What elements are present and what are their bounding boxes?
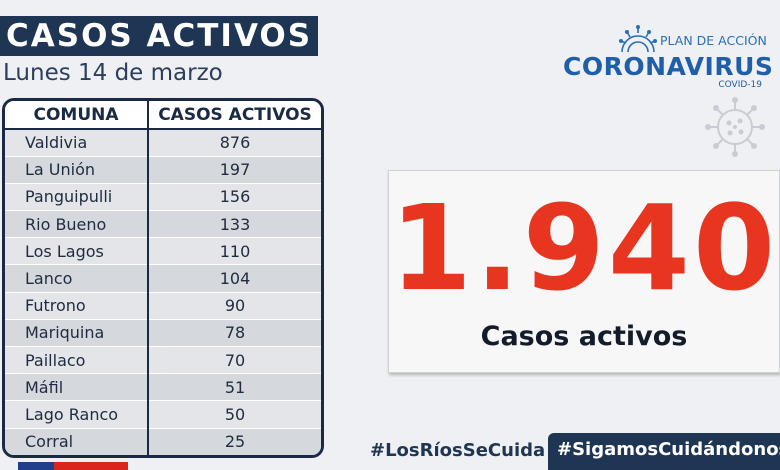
casos-cell: 90 (148, 292, 321, 320)
table-row: Lanco 104 (5, 264, 321, 293)
comuna-cell: Máfil (5, 373, 149, 402)
casos-cell: 104 (148, 264, 321, 293)
casos-cell: 197 (148, 156, 321, 184)
comuna-cell: Paillaco (5, 346, 149, 375)
cases-table: COMUNA CASOS ACTIVOS Valdivia 876 La Unió… (2, 98, 324, 458)
table-row: Máfil 51 (5, 373, 321, 402)
table-row: Lago Ranco 50 (5, 400, 321, 429)
page-title: CASOS ACTIVOS (0, 16, 318, 56)
logo-name-text: CORONAVIRUS (563, 52, 774, 81)
table-row: La Unión 197 (5, 156, 321, 184)
comuna-cell: Corral (5, 428, 149, 455)
table-row: Paillaco 70 (5, 346, 321, 375)
casos-cell: 25 (148, 428, 321, 455)
virus-icon (705, 97, 765, 157)
table-row: Valdivia 876 (5, 129, 321, 157)
comuna-cell: Valdivia (5, 129, 149, 157)
hashtag-secondary: #SigamosCuidándonos (548, 433, 780, 470)
casos-cell: 156 (148, 183, 321, 212)
comuna-cell: Mariquina (5, 319, 149, 348)
column-header-casos: CASOS ACTIVOS (148, 101, 321, 130)
casos-cell: 70 (148, 346, 321, 375)
table-row: Futrono 90 (5, 292, 321, 320)
logo-sub-text: COVID-19 (718, 80, 762, 90)
comuna-cell: Lago Ranco (5, 400, 149, 429)
report-date: Lunes 14 de marzo (3, 60, 223, 86)
flag-blue (18, 462, 54, 470)
hashtag-primary: #LosRíosSeCuida (370, 440, 546, 461)
casos-cell: 133 (148, 210, 321, 239)
comuna-cell: Rio Bueno (5, 210, 149, 239)
table-row: Panguipulli 156 (5, 183, 321, 212)
coronavirus-logo: PLAN DE ACCIÓN CORONAVIRUS COVID-19 (560, 24, 774, 94)
total-active-cases: 1.940 (389, 179, 779, 317)
comuna-cell: Lanco (5, 264, 149, 293)
casos-cell: 50 (148, 400, 321, 429)
table-header-row: COMUNA CASOS ACTIVOS (5, 101, 321, 130)
column-header-comuna: COMUNA (5, 101, 149, 130)
table-row: Corral 25 (5, 428, 321, 455)
flag-stripe (18, 462, 128, 470)
casos-cell: 876 (148, 129, 321, 157)
comuna-cell: Los Lagos (5, 237, 149, 266)
flag-red (54, 462, 128, 470)
table-row: Los Lagos 110 (5, 237, 321, 266)
table-row: Mariquina 78 (5, 319, 321, 348)
logo-plan-text: PLAN DE ACCIÓN (660, 33, 767, 48)
comuna-cell: Futrono (5, 292, 149, 320)
total-label: Casos activos (480, 321, 688, 352)
virus-icon (619, 25, 657, 53)
casos-cell: 51 (148, 373, 321, 402)
comuna-cell: Panguipulli (5, 183, 149, 212)
casos-cell: 78 (148, 319, 321, 348)
comuna-cell: La Unión (5, 156, 149, 184)
casos-cell: 110 (148, 237, 321, 266)
table-row: Rio Bueno 133 (5, 210, 321, 239)
total-card: 1.940 Casos activos (388, 170, 780, 373)
